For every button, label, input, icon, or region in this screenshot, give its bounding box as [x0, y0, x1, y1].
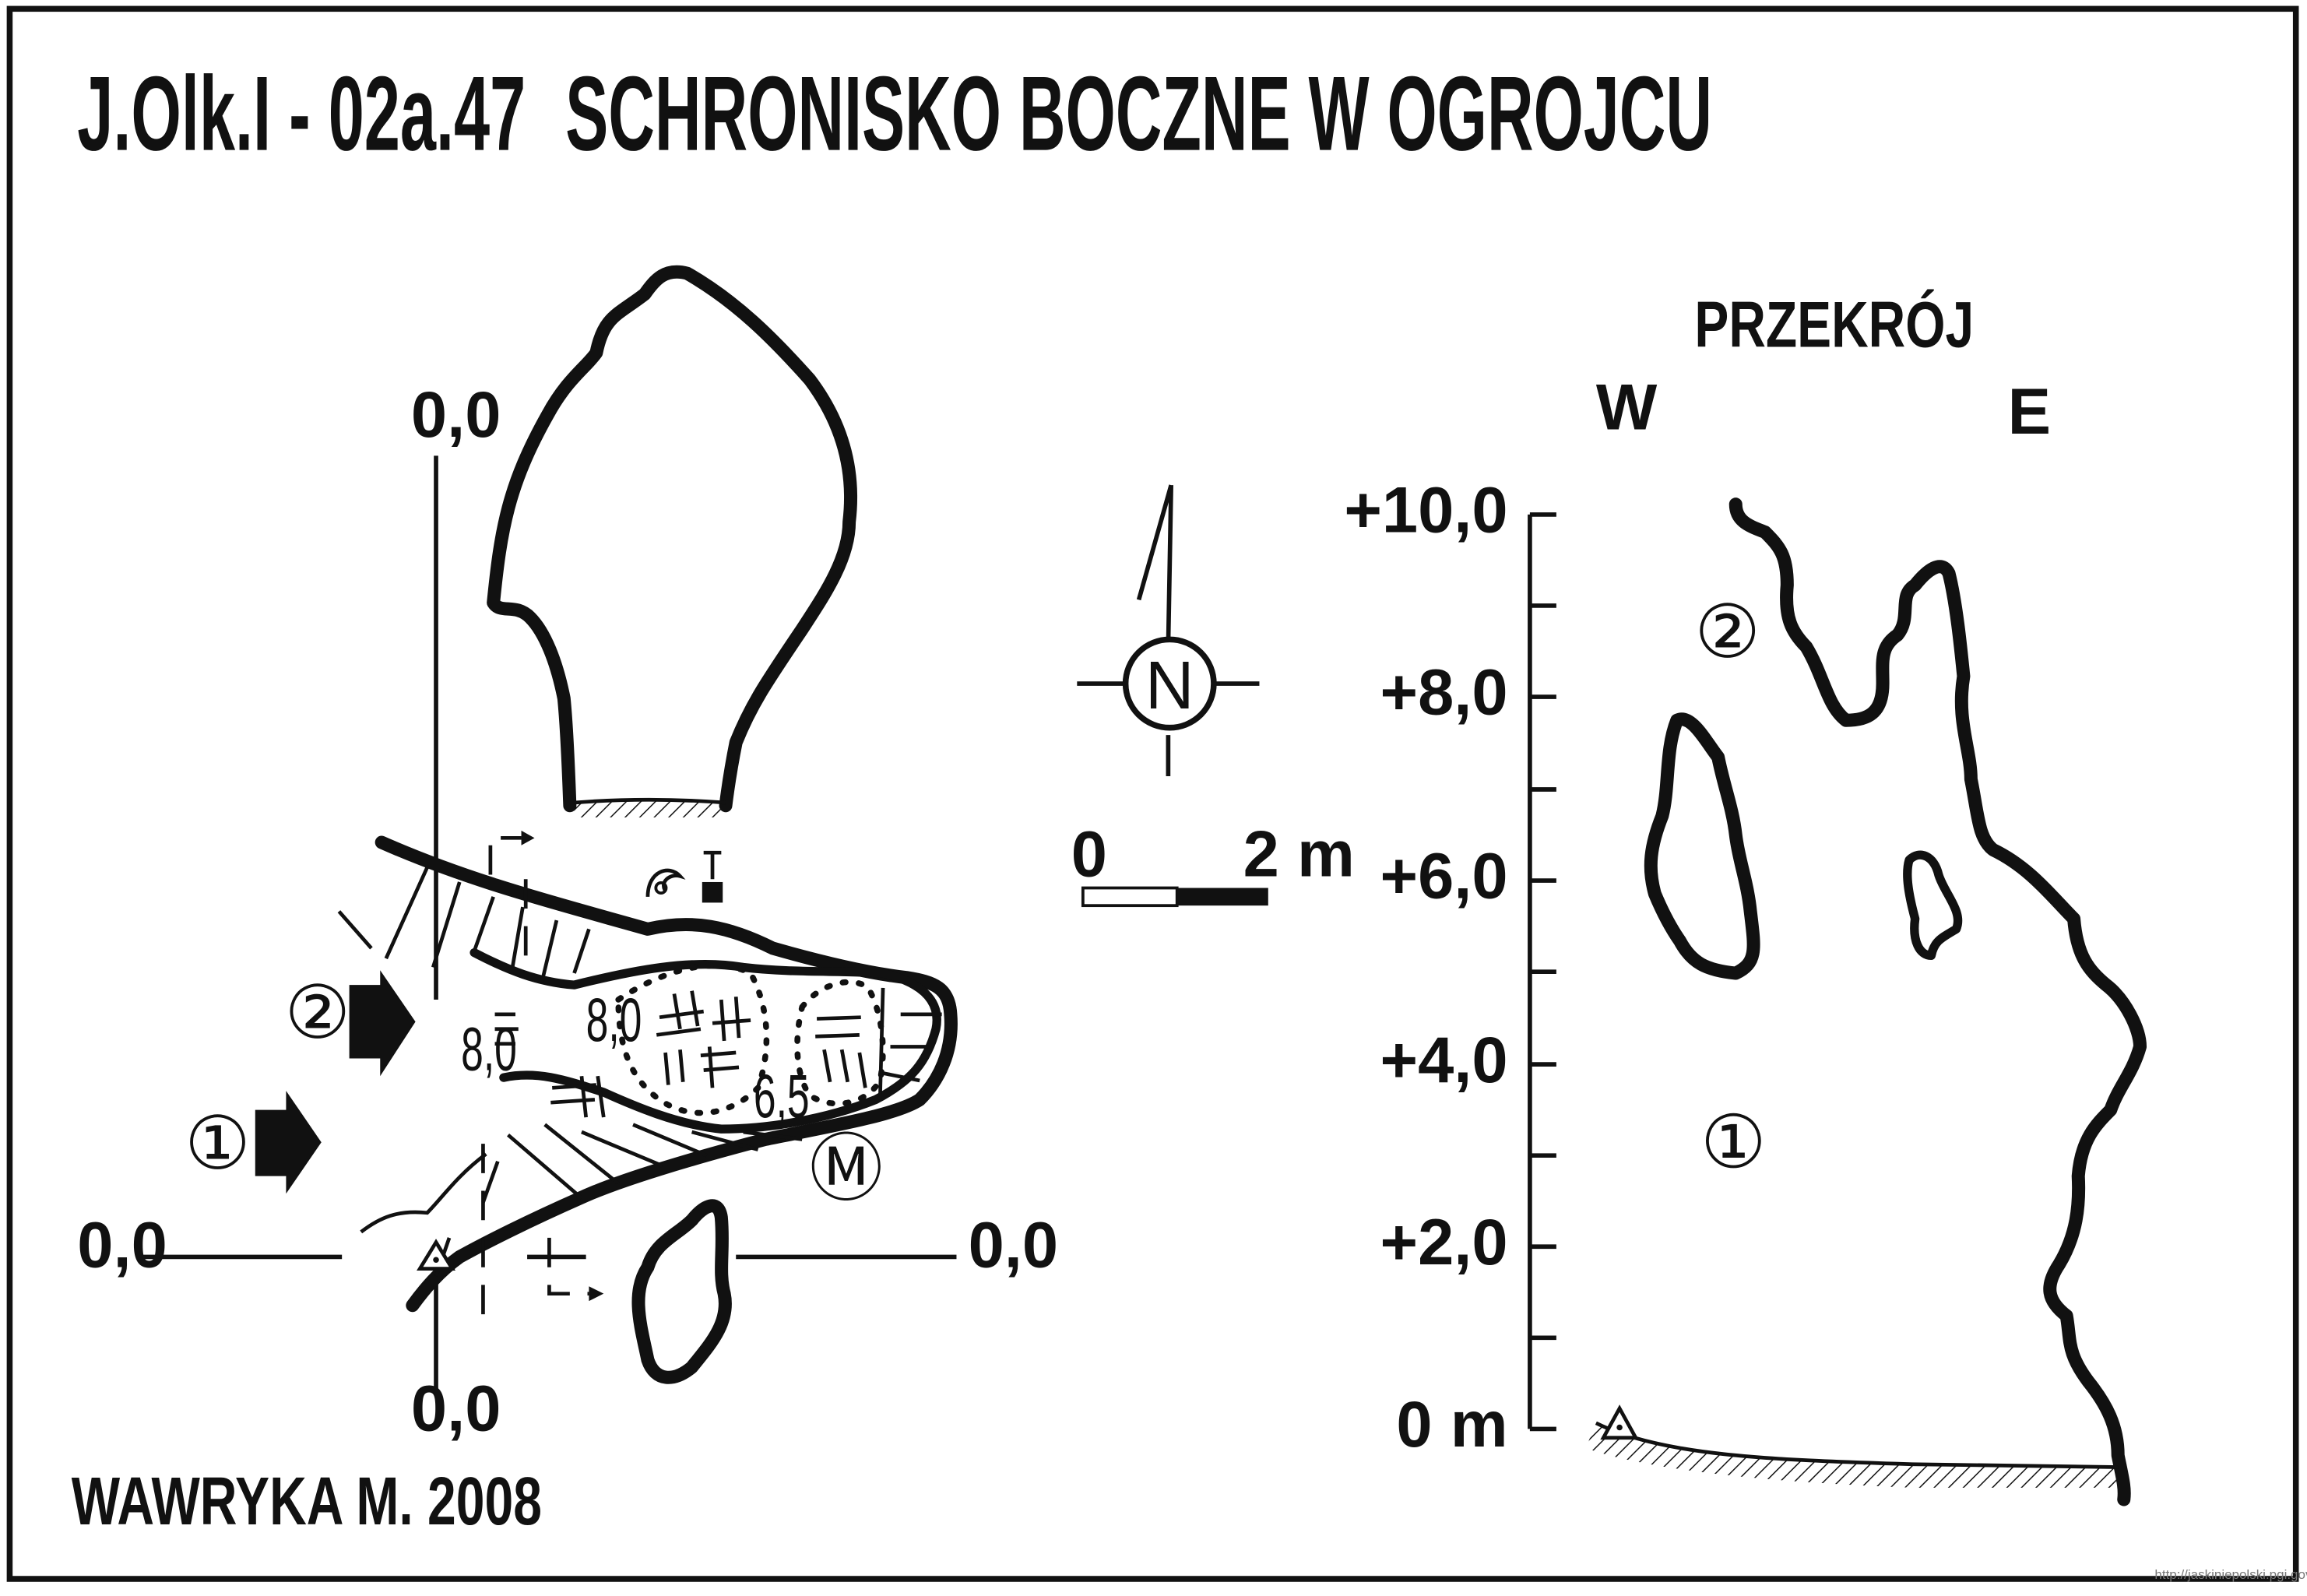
watermark-url: http://jaskiniepolski.pgi.gov.pl	[2154, 1567, 2307, 1582]
scale-start-label: 0	[1071, 817, 1107, 890]
marker-m-label: Ⓜ	[810, 1128, 883, 1210]
elevation-tick-label: +4,0	[1380, 1024, 1508, 1096]
block-rubble-hatch	[494, 990, 867, 1118]
elevation-tick-label: 0 m	[1396, 1388, 1507, 1461]
section-level-1-label: ①	[1700, 1102, 1767, 1183]
entrance-2-label: ②	[285, 972, 351, 1054]
survey-point-icon	[702, 850, 723, 903]
section-title: PRZEKRÓJ	[1694, 289, 1974, 361]
pit-edge-2	[794, 979, 886, 1107]
pit-edge-1	[615, 962, 770, 1116]
cross-section-view: PRZEKRÓJ W E +10,0 +8,0 +6,0 +4,0 +2,0 0…	[1344, 289, 2147, 1506]
height-label-1: 8,0	[461, 1014, 517, 1084]
plan-view: 0,0 0,0 0,0 0,0 ① ② 8,0 8,0 6,5 Ⓜ	[77, 265, 1059, 1444]
section-rock-pillar-1	[1644, 712, 1760, 980]
scale-end-label: 2 m	[1243, 817, 1355, 890]
lower-passage-outer-wall	[375, 835, 958, 1313]
sheet-border	[6, 5, 2299, 1582]
section-west-label: W	[1596, 371, 1658, 443]
elevation-axis	[1528, 512, 1556, 1432]
cave-code: J.Olk.I - 02a.47	[77, 54, 526, 173]
upper-chamber-outline	[487, 265, 858, 813]
height-label-3: 6,5	[754, 1061, 810, 1130]
section-level-2-label: ②	[1694, 592, 1760, 673]
grid-label-bottom: 0,0	[411, 1372, 501, 1444]
lower-passage-inner-wall	[469, 947, 941, 1134]
elevation-tick-label: +8,0	[1380, 656, 1508, 729]
elevation-tick-label: +2,0	[1380, 1206, 1508, 1278]
author-credit: WAWRYKA M. 2008	[72, 1464, 542, 1539]
grid-label-left: 0,0	[77, 1209, 167, 1281]
compass-icon	[1122, 636, 1217, 731]
section-wall-east	[1728, 497, 2147, 1506]
section-floor-hatch	[1585, 1422, 2119, 1488]
grid-label-right: 0,0	[969, 1209, 1059, 1281]
entrance-arrow-2	[349, 970, 416, 1077]
sediment-slope-lines	[337, 867, 942, 1234]
cave-name: SCHRONISKO BOCZNE W OGROJCU	[565, 54, 1712, 173]
height-label-2: 8,0	[586, 985, 642, 1054]
column-pillar	[631, 1199, 732, 1384]
section-survey-station	[1600, 1404, 1639, 1440]
section-east-label: E	[2008, 375, 2051, 448]
elevation-tick-label: +10,0	[1344, 474, 1507, 547]
scale-bar: 0 2 m	[1071, 817, 1355, 908]
entrance-1-label: ①	[185, 1103, 251, 1185]
floor-sediment-line	[574, 797, 726, 805]
stalactite-icon	[645, 868, 686, 897]
elevation-tick-label: +6,0	[1380, 840, 1508, 912]
section-rock-pillar-2	[1903, 850, 1963, 961]
north-label: N	[1145, 648, 1194, 723]
grid-label-top: 0,0	[411, 378, 501, 451]
survey-station-0	[417, 1239, 456, 1271]
entrance-arrow-1	[255, 1091, 322, 1194]
north-arrow: N	[1077, 484, 1260, 777]
floor-sediment-hatch	[574, 800, 726, 817]
